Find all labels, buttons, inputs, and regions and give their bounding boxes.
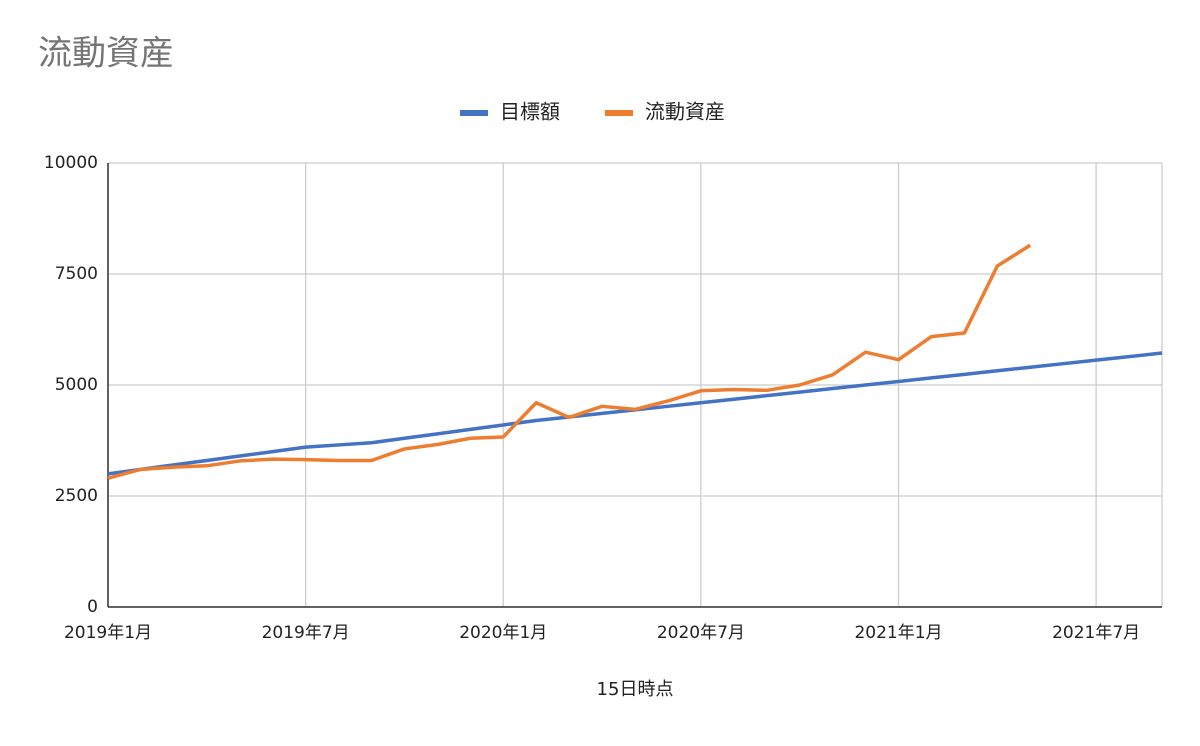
y-tick-label: 10000 <box>44 153 98 173</box>
y-tick-label: 7500 <box>55 264 98 284</box>
y-tick-label: 5000 <box>55 375 98 395</box>
x-tick-label: 2021年7月 <box>1052 623 1140 643</box>
x-tick-label: 2021年1月 <box>854 623 942 643</box>
x-tick-label: 2019年1月 <box>64 623 152 643</box>
x-tick-label: 2020年1月 <box>459 623 547 643</box>
legend-label: 目標額 <box>500 100 560 124</box>
y-tick-label: 2500 <box>55 486 98 506</box>
line <box>107 243 1032 480</box>
line <box>107 351 1163 476</box>
y-tick-label: 0 <box>87 597 98 617</box>
x-tick-label: 2019年7月 <box>262 623 350 643</box>
legend-label: 流動資産 <box>645 100 725 124</box>
x-tick-label: 2020年7月 <box>657 623 745 643</box>
chart-title: 流動資産 <box>38 34 174 74</box>
x-axis-title: 15日時点 <box>597 679 674 700</box>
